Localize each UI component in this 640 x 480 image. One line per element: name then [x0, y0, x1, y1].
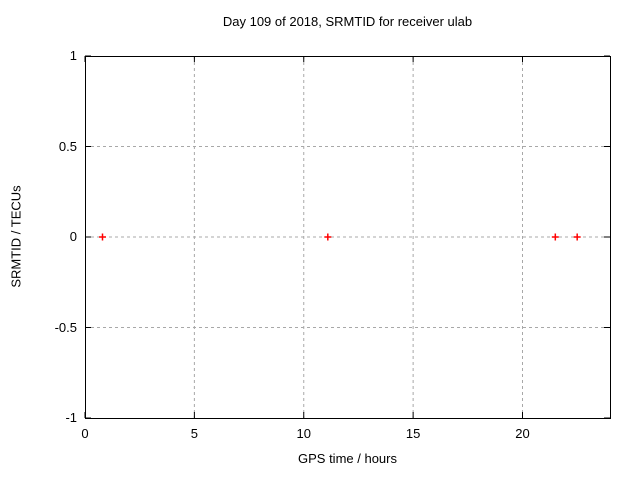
y-tick-label: 0: [69, 229, 77, 244]
chart-title: Day 109 of 2018, SRMTID for receiver ula…: [222, 14, 473, 29]
x-tick-label: 5: [190, 426, 198, 441]
y-tick-label: 1: [69, 48, 77, 63]
y-tick-label: 0.5: [58, 138, 77, 154]
x-axis-label: GPS time / hours: [298, 451, 397, 466]
x-tick-label: 0: [81, 426, 89, 441]
y-tick-label: -1: [65, 410, 77, 425]
y-tick-label: -0.5: [54, 319, 77, 335]
x-tick-label: 15: [405, 426, 421, 441]
y-axis-label: SRMTID / TECUs: [8, 185, 24, 288]
x-tick-label: 20: [515, 426, 530, 441]
plot-border: [85, 56, 611, 419]
x-tick-label: 10: [296, 426, 311, 441]
